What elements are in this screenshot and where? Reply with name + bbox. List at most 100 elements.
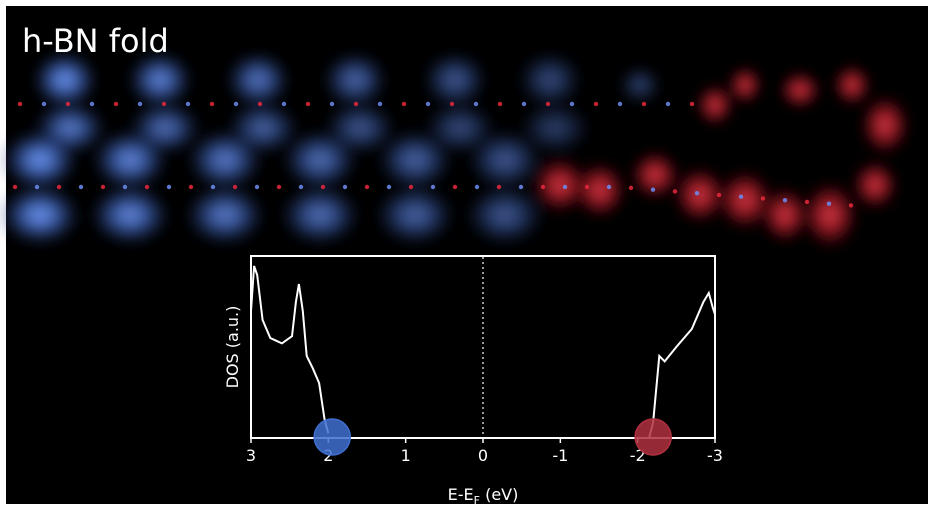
density-lobe-4 [224, 50, 292, 110]
x-axis-label-main: E-E [448, 485, 474, 504]
density-lobe-29 [859, 93, 911, 157]
atom-lower [78, 184, 84, 190]
atom-lower [188, 184, 194, 190]
atom-lower [694, 190, 700, 196]
x-axis-label-unit: (eV) [480, 485, 518, 504]
atom-lower [738, 194, 744, 199]
figure-title: h-BN fold [22, 22, 169, 60]
atom-lower [342, 184, 348, 190]
atom-upper [185, 101, 191, 107]
atom-upper [17, 101, 23, 107]
atom-upper [401, 101, 407, 107]
density-lobe-22 [465, 128, 545, 192]
atom-upper [449, 101, 455, 107]
atom-chains [12, 101, 854, 208]
density-lobe-34 [672, 165, 728, 225]
atom-lower [12, 184, 18, 190]
x-tick-label: 1 [401, 446, 411, 465]
dos-inset-plot: 3 2 1 0 -1 -2 -3 DOS (a.u.) E-EF (eV) [223, 255, 723, 507]
atom-upper [353, 101, 359, 107]
atom-upper [65, 101, 71, 107]
x-tick-label: -1 [552, 446, 568, 465]
atom-lower [298, 184, 304, 190]
dos-curve-valence [250, 265, 330, 434]
x-tick-label: 3 [246, 446, 256, 465]
density-lobe-2 [126, 50, 194, 110]
atom-upper [161, 101, 167, 107]
atom-upper [689, 101, 695, 107]
x-axis-label-subscript: F [474, 494, 480, 507]
atom-upper [41, 101, 47, 107]
atom-lower [386, 184, 392, 190]
x-tick-label: 0 [478, 446, 488, 465]
density-lobe-21 [373, 183, 457, 247]
atom-lower [628, 185, 634, 191]
atom-upper [329, 101, 335, 107]
density-lobe-28 [832, 63, 872, 107]
atom-lower [826, 201, 832, 206]
atom-lower [496, 184, 502, 190]
atom-lower [540, 184, 546, 190]
atom-upper [257, 101, 263, 107]
x-tick-label: 2 [323, 446, 333, 465]
atom-lower [584, 184, 590, 190]
charge-density-isosurfaces [0, 50, 911, 251]
atom-upper [113, 101, 119, 107]
atom-upper [641, 101, 647, 107]
atom-lower [56, 184, 62, 190]
atom-lower [760, 196, 766, 201]
atom-upper [593, 101, 599, 107]
atom-lower [364, 184, 370, 190]
atom-upper [281, 101, 287, 107]
atom-lower [430, 184, 436, 190]
density-lobe-13 [0, 183, 82, 247]
atom-lower [562, 184, 568, 190]
density-lobe-36 [759, 185, 811, 245]
y-axis-label: DOS (a.u.) [223, 306, 242, 389]
density-lobe-12 [0, 128, 80, 192]
valence-edge-marker [313, 418, 351, 456]
atom-upper [473, 101, 479, 107]
atom-upper [377, 101, 383, 107]
atom-lower [518, 184, 524, 190]
atom-upper [425, 101, 431, 107]
density-lobe-27 [778, 70, 822, 110]
density-lobe-26 [727, 65, 763, 105]
atom-upper [545, 101, 551, 107]
atom-lower [408, 184, 414, 190]
density-lobe-33 [629, 149, 681, 201]
atom-lower [782, 198, 788, 203]
density-lobe-6 [321, 50, 389, 110]
atom-lower [254, 184, 260, 190]
density-lobe-19 [278, 183, 362, 247]
density-lobe-32 [572, 160, 628, 220]
atom-upper [305, 101, 311, 107]
atom-lower [276, 184, 282, 190]
dos-curve-conduction [648, 290, 716, 438]
atom-lower [34, 184, 40, 190]
atom-upper [521, 101, 527, 107]
density-lobe-15 [88, 183, 172, 247]
density-lobe-30 [851, 159, 899, 211]
atom-lower [848, 203, 854, 208]
density-lobe-16 [185, 128, 265, 192]
density-lobe-24 [618, 65, 662, 105]
density-lobe-37 [800, 179, 860, 251]
atom-lower [672, 189, 678, 194]
atom-lower [716, 192, 722, 198]
atom-upper [497, 101, 503, 107]
density-lobe-14 [90, 128, 170, 192]
density-lobe-17 [183, 183, 267, 247]
atom-lower [320, 184, 326, 190]
atom-lower [452, 184, 458, 190]
atom-lower [232, 184, 238, 190]
density-lobe-18 [280, 128, 360, 192]
atom-lower [166, 184, 172, 190]
x-tick-label: -3 [707, 446, 723, 465]
atom-lower [474, 184, 480, 190]
atom-upper [89, 101, 95, 107]
density-lobe-8 [421, 50, 489, 110]
atom-lower [122, 184, 128, 190]
